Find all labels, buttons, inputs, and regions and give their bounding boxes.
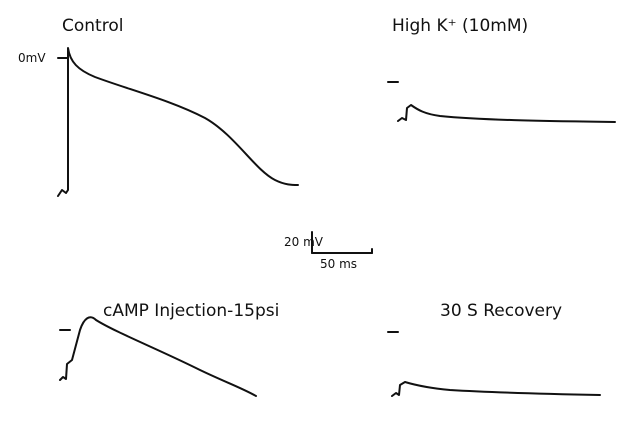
trace-high-k <box>397 104 616 123</box>
trace-control <box>57 47 299 197</box>
panel-title: High K⁺ (10mM) <box>392 16 528 36</box>
scale-time: 50 ms <box>320 257 357 271</box>
trace-camp <box>59 316 257 397</box>
panel-title: 30 S Recovery <box>440 301 562 321</box>
scale-voltage: 20 mV <box>284 235 324 249</box>
zero-label: 0mV <box>18 51 46 65</box>
trace-recovery <box>391 381 601 397</box>
panel-title: Control <box>62 16 123 36</box>
panel-title: cAMP Injection-15psi <box>103 301 279 321</box>
